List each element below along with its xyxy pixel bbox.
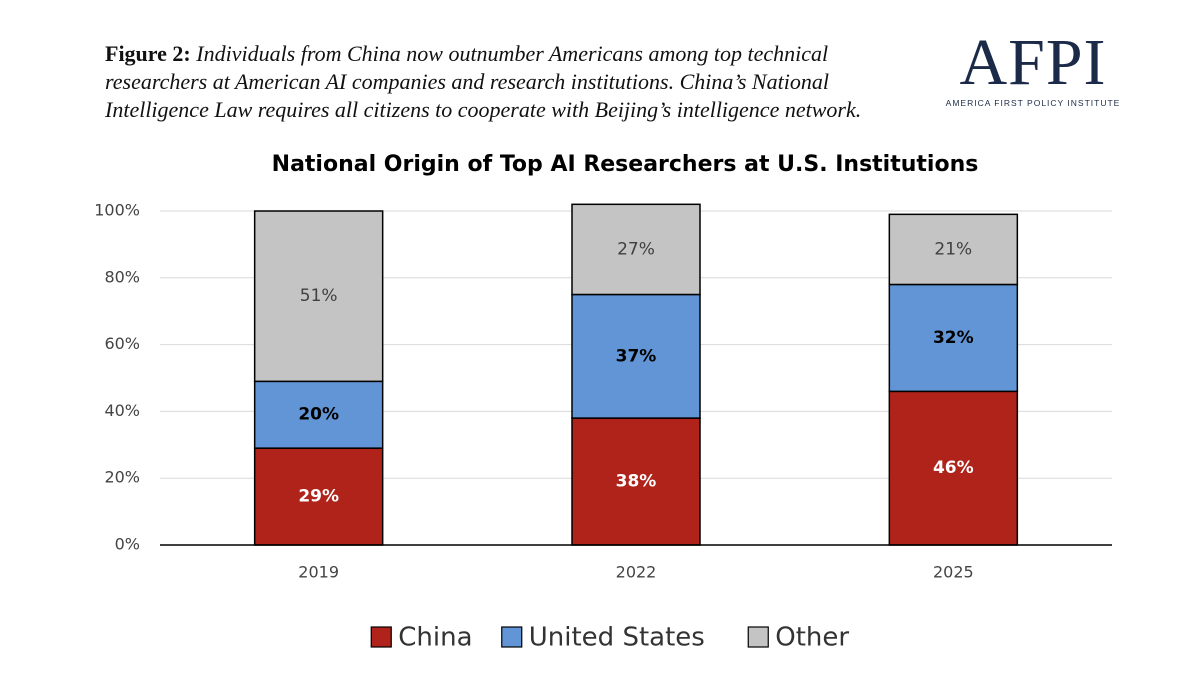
data-label: 38% bbox=[616, 472, 657, 492]
y-tick-label: 80% bbox=[104, 267, 140, 286]
y-tick-label: 20% bbox=[104, 468, 140, 487]
x-tick-label: 2022 bbox=[616, 563, 657, 582]
bar-segment bbox=[571, 293, 701, 419]
caption: Figure 2: Individuals from China now out… bbox=[105, 40, 925, 124]
data-label: 21% bbox=[934, 239, 972, 259]
bar-segment bbox=[888, 213, 1019, 286]
legend-swatch bbox=[747, 626, 769, 648]
y-tick-label: 40% bbox=[104, 401, 140, 420]
data-label: 27% bbox=[617, 239, 655, 259]
data-label: 32% bbox=[933, 328, 974, 348]
logo-tagline: AMERICA FIRST POLICY INSTITUTE bbox=[945, 98, 1121, 108]
bar-segment bbox=[571, 417, 701, 546]
legend-swatch bbox=[370, 626, 392, 648]
caption-label: Figure 2: bbox=[105, 41, 191, 66]
bar-segment bbox=[888, 283, 1019, 393]
x-tick-label: 2025 bbox=[933, 563, 974, 582]
legend-label: United States bbox=[529, 623, 705, 653]
bar-segment bbox=[253, 380, 384, 449]
y-tick-label: 60% bbox=[104, 334, 140, 353]
chart-title: National Origin of Top AI Researchers at… bbox=[272, 152, 979, 177]
logo-name: AFPI bbox=[959, 26, 1107, 99]
data-label: 46% bbox=[933, 458, 974, 478]
bar-segment bbox=[253, 210, 384, 383]
legend-swatch bbox=[501, 626, 523, 648]
logo: AFPI AMERICA FIRST POLICY INSTITUTE bbox=[938, 26, 1128, 109]
x-tick-label: 2019 bbox=[298, 563, 339, 582]
y-tick-label: 0% bbox=[115, 535, 140, 554]
y-tick-label: 100% bbox=[94, 201, 140, 220]
legend-label: China bbox=[398, 623, 472, 653]
bar-segment bbox=[571, 203, 701, 296]
data-label: 37% bbox=[616, 346, 657, 366]
data-label: 20% bbox=[298, 405, 339, 425]
data-label: 51% bbox=[300, 286, 338, 306]
legend-label: Other bbox=[775, 623, 849, 653]
caption-text: Individuals from China now outnumber Ame… bbox=[105, 41, 862, 122]
data-label: 29% bbox=[298, 487, 339, 507]
